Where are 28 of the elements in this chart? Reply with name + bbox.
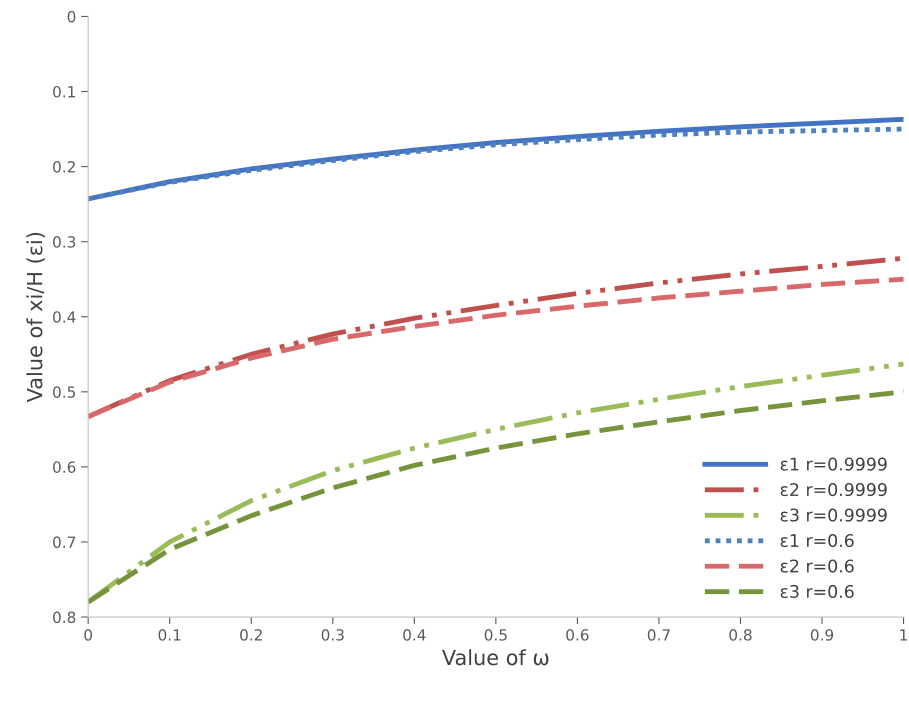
x-tick-label: 0 bbox=[84, 629, 92, 641]
y-tick-label: 0.8 bbox=[53, 612, 76, 624]
y-tick-label: 0.6 bbox=[53, 461, 76, 473]
x-tick-label: 0.2 bbox=[240, 629, 262, 641]
x-tick-label: 0.7 bbox=[648, 629, 670, 641]
y-tick-label: 0.1 bbox=[53, 86, 75, 98]
x-tick-label: 0.3 bbox=[322, 629, 344, 641]
legend-label: ε1 r=0.9999 bbox=[780, 458, 887, 471]
x-axis-title: Value of ω bbox=[442, 649, 548, 666]
y-tick-label: 0.3 bbox=[53, 236, 76, 248]
x-tick-label: 0.1 bbox=[158, 629, 180, 641]
x-tick-label: 0.9 bbox=[810, 629, 834, 641]
legend-label: ε1 r=0.6 bbox=[780, 534, 854, 548]
legend-label: ε2 r=0.9999 bbox=[780, 482, 887, 496]
x-tick-label: 1 bbox=[900, 629, 907, 640]
x-tick-label: 0.4 bbox=[403, 629, 426, 641]
legend-label: ε2 r=0.6 bbox=[780, 559, 854, 573]
y-tick-label: 0.4 bbox=[53, 311, 76, 323]
y-axis-title: Value of xi/H (εi) bbox=[26, 232, 45, 402]
y-tick-label: 0.2 bbox=[53, 161, 75, 173]
legend-label: ε3 r=0.6 bbox=[780, 584, 854, 598]
y-tick-label: 0.5 bbox=[53, 386, 76, 398]
x-tick-label: 0.6 bbox=[566, 629, 589, 641]
legend-label: ε3 r=0.9999 bbox=[780, 508, 887, 522]
x-tick-label: 0.5 bbox=[484, 629, 507, 641]
y-tick-label: 0 bbox=[68, 10, 76, 22]
y-tick-label: 0.7 bbox=[53, 536, 76, 548]
x-tick-label: 0.8 bbox=[729, 629, 752, 641]
